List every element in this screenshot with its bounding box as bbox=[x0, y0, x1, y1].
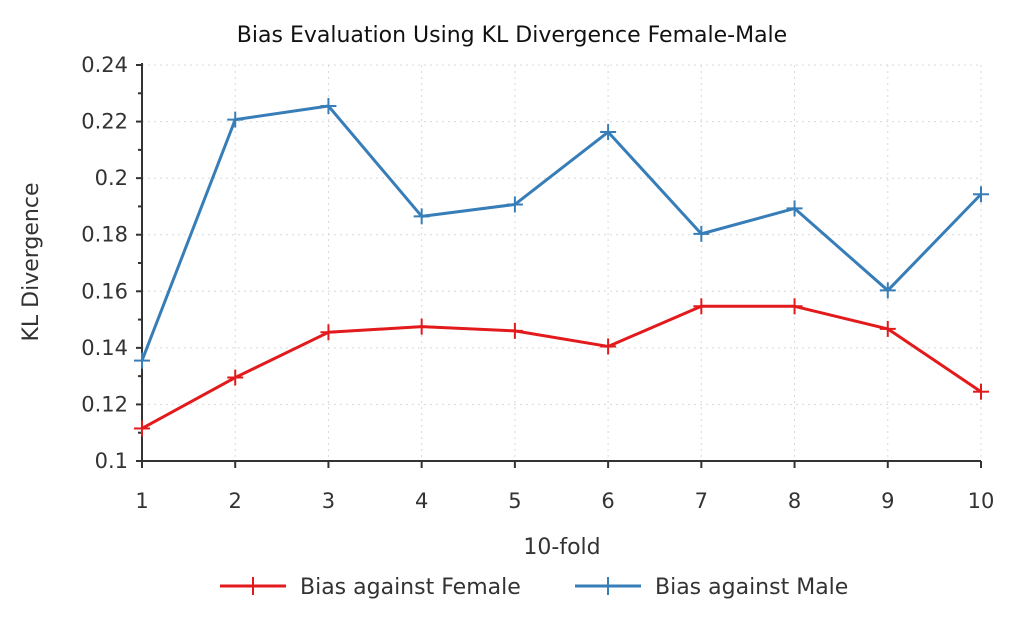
series-1-point-7 bbox=[693, 298, 710, 315]
x-axis-label: 10-fold bbox=[523, 535, 600, 560]
series-line-2 bbox=[140, 104, 983, 362]
legend-item-1: Bias against Female bbox=[220, 575, 521, 600]
series-2-point-3 bbox=[320, 98, 337, 115]
y-tick-label-0: 0.1 bbox=[95, 449, 128, 473]
legend-label-1: Bias against Female bbox=[300, 575, 521, 600]
series-lines bbox=[134, 98, 989, 437]
y-tick-label-5: 0.2 bbox=[95, 166, 128, 190]
y-tick-label-4: 0.18 bbox=[81, 223, 128, 247]
legend: Bias against Female Bias against Male bbox=[220, 575, 848, 600]
y-tick-label-3: 0.16 bbox=[81, 279, 128, 303]
series-line-1 bbox=[141, 304, 982, 430]
x-tick-label-4: 4 bbox=[415, 489, 428, 513]
series-1-point-10 bbox=[973, 383, 989, 400]
series-2-point-10 bbox=[973, 186, 989, 203]
x-tick-label-2: 2 bbox=[229, 489, 242, 513]
x-tick-label-6: 6 bbox=[601, 489, 614, 513]
series-1-point-2 bbox=[227, 369, 244, 386]
x-tick-label-3: 3 bbox=[322, 489, 335, 513]
x-tick-label-7: 7 bbox=[695, 489, 708, 513]
legend-label-2: Bias against Male bbox=[655, 575, 848, 600]
series-2-point-9 bbox=[879, 282, 896, 299]
legend-item-2: Bias against Male bbox=[575, 575, 848, 600]
series-1-point-5 bbox=[506, 322, 523, 339]
series-1-point-6 bbox=[600, 338, 617, 355]
series-1-point-4 bbox=[413, 318, 430, 335]
series-1-point-8 bbox=[786, 298, 803, 315]
series-2-point-2 bbox=[227, 111, 244, 128]
series-2-point-6 bbox=[600, 124, 617, 141]
series-1-point-9 bbox=[879, 320, 896, 337]
x-tick-label-1: 1 bbox=[135, 489, 148, 513]
series-2-point-4 bbox=[413, 208, 430, 225]
y-axis-label: KL Divergence bbox=[19, 182, 44, 341]
x-tick-label-8: 8 bbox=[788, 489, 801, 513]
x-tick-label-10: 10 bbox=[968, 489, 995, 513]
y-tick-label-6: 0.22 bbox=[81, 110, 128, 134]
x-tick-label-5: 5 bbox=[508, 489, 521, 513]
series-2-point-5 bbox=[506, 196, 523, 213]
series-1-point-1 bbox=[134, 420, 150, 437]
x-tick-label-9: 9 bbox=[881, 489, 894, 513]
series-2-point-8 bbox=[786, 200, 803, 217]
series-2-point-1 bbox=[134, 352, 150, 369]
y-tick-label-1: 0.12 bbox=[81, 392, 128, 416]
grid-lines bbox=[142, 64, 982, 461]
y-tick-label-7: 0.24 bbox=[81, 53, 128, 77]
chart-title: Bias Evaluation Using KL Divergence Fema… bbox=[237, 23, 787, 48]
axes: 0.1 0.12 0.14 0.16 0.18 0.2 0.22 0.24 1 2 3 4 5 6 7 8 9 1… bbox=[81, 53, 994, 513]
series-2-point-7 bbox=[693, 225, 710, 242]
y-tick-label-2: 0.14 bbox=[81, 336, 128, 360]
series-1-point-3 bbox=[320, 324, 337, 341]
